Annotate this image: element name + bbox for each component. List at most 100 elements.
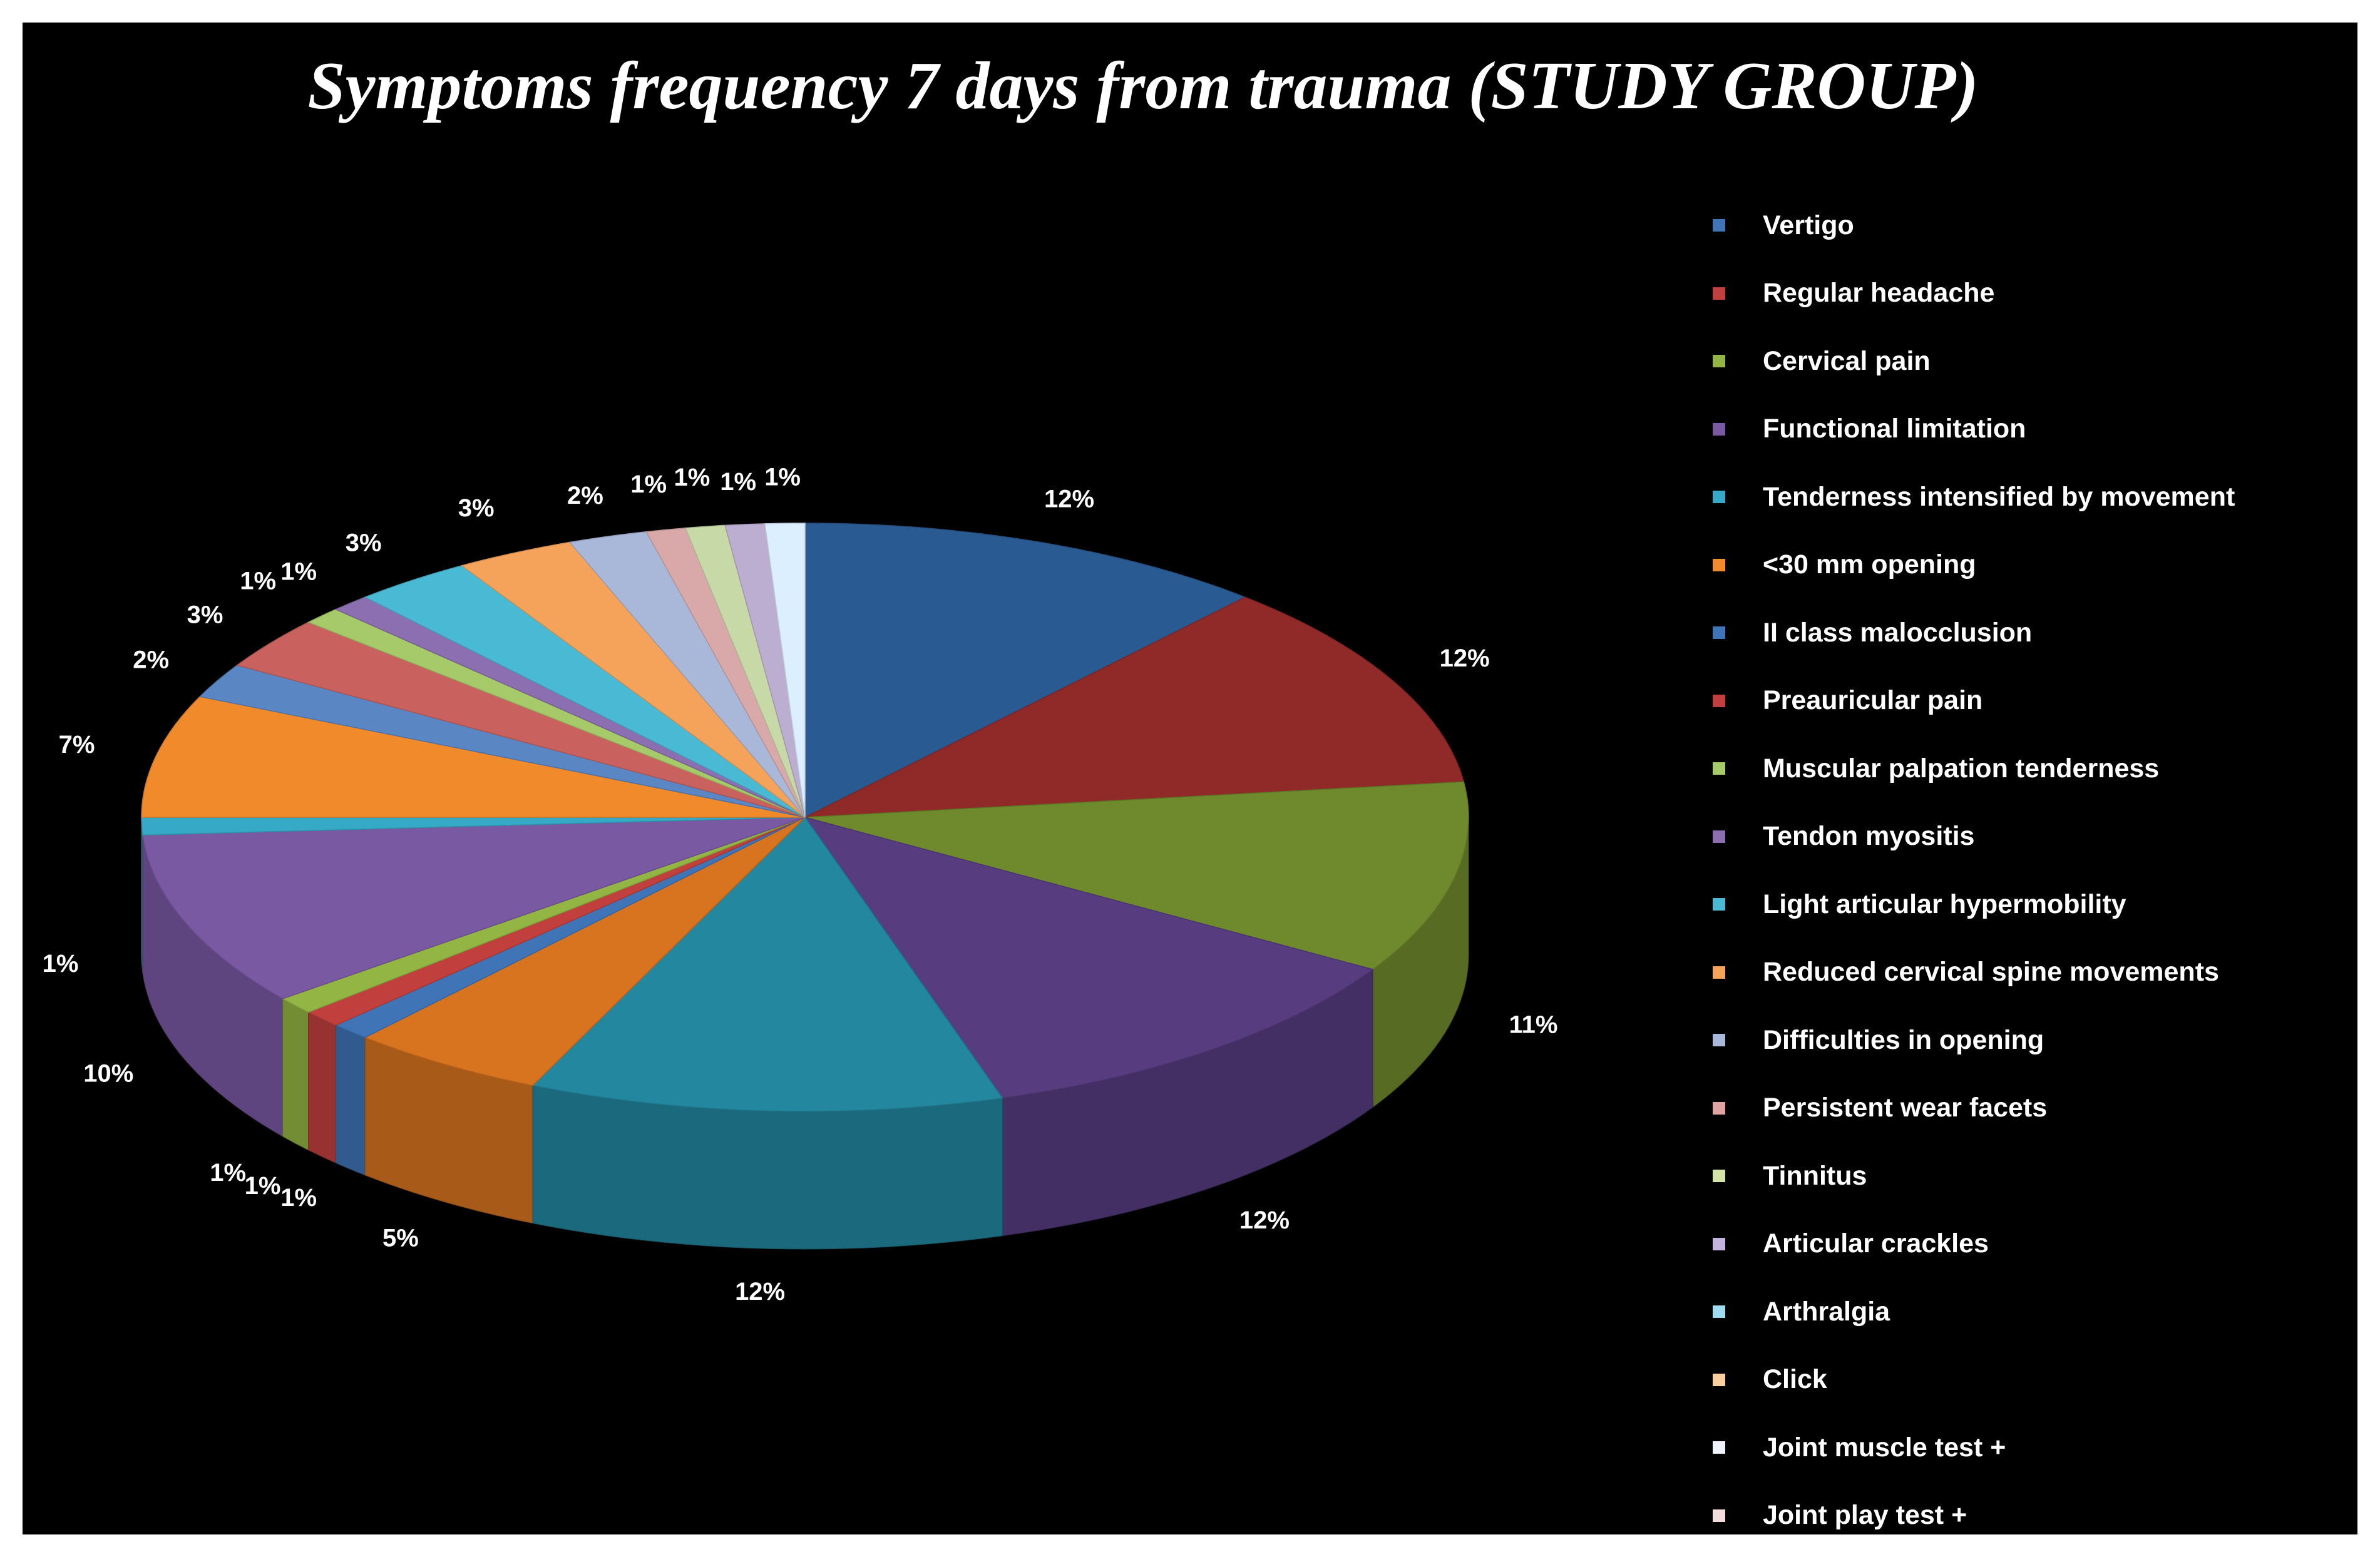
legend-label: Light articular hypermobility [1763, 889, 2126, 919]
pie-label-22: 1% [764, 463, 801, 491]
pie-sides [141, 817, 1469, 1250]
legend-item: Tinnitus [1713, 1142, 2339, 1210]
legend-item: Persistent wear facets [1713, 1075, 2339, 1143]
legend-label: Persistent wear facets [1763, 1093, 2048, 1123]
legend-label: Vertigo [1763, 210, 1854, 240]
pie-side-6 [336, 1024, 366, 1176]
legend-swatch [1713, 1305, 1725, 1319]
legend-label: <30 mm opening [1763, 549, 1976, 580]
pie-label-20: 1% [674, 464, 710, 491]
legend-label: II class malocclusion [1763, 617, 2033, 648]
legend-item: Difficulties in opening [1713, 1006, 2339, 1075]
pie-label-7: 1% [245, 1172, 281, 1200]
legend-item: Joint muscle test + [1713, 1414, 2339, 1482]
pie-label-21: 1% [720, 468, 756, 496]
legend-label: Arthralgia [1763, 1296, 1890, 1327]
legend-item: Click [1713, 1346, 2339, 1414]
legend-label: Joint muscle test + [1763, 1432, 2006, 1463]
legend-swatch [1713, 966, 1725, 979]
legend-item: Regular headache [1713, 260, 2339, 328]
pie-label-12: 2% [133, 646, 169, 673]
chart-panel: Symptoms frequency 7 days from trauma (S… [23, 23, 2357, 1534]
legend-swatch [1713, 491, 1725, 504]
pie-label-14: 1% [240, 568, 276, 595]
legend-label: Reduced cervical spine movements [1763, 957, 2219, 988]
pie-label-8: 1% [210, 1159, 246, 1187]
legend-item: Tendon myositis [1713, 803, 2339, 871]
legend-swatch [1713, 694, 1725, 707]
pie-slice-5 [364, 817, 806, 1086]
legend-swatch [1713, 898, 1725, 911]
legend-swatch [1713, 830, 1725, 843]
legend-label: Tinnitus [1763, 1160, 1867, 1191]
legend: Vertigo Regular headache Cervical pain Func… [1713, 191, 2339, 1549]
legend-label: Click [1763, 1364, 1827, 1395]
pie-label-11: 7% [59, 731, 95, 758]
pie-chart: 12%12%11%12%12%5%1%1%1%10%1%7%2%3%1% 1%3%… [43, 463, 1558, 1305]
pie-tops [141, 523, 1469, 1112]
legend-item: Articular crackles [1713, 1210, 2339, 1279]
legend-label: Tendon myositis [1763, 821, 1975, 852]
legend-item: Light articular hypermobility [1713, 870, 2339, 939]
pie-label-4: 12% [735, 1278, 785, 1305]
legend-label: Regular headache [1763, 278, 1995, 309]
legend-swatch [1713, 558, 1725, 571]
chart-title: Symptoms frequency 7 days from trauma (S… [307, 49, 1979, 123]
legend-label: Functional limitation [1763, 414, 2026, 444]
legend-swatch [1713, 1170, 1725, 1183]
pie-label-15: 1% [280, 558, 317, 585]
pie-slice-9 [142, 817, 806, 999]
legend-item: Functional limitation [1713, 396, 2339, 464]
pie-label-19: 1% [630, 471, 667, 498]
legend-label: Muscular palpation tenderness [1763, 753, 2160, 784]
legend-swatch [1713, 1373, 1725, 1386]
pie-slice-2 [804, 781, 1469, 970]
pie-label-1: 12% [1440, 645, 1490, 672]
pie-slice-4 [531, 816, 1003, 1112]
legend-item: Joint play test + [1713, 1482, 2339, 1550]
pie-labels: 12%12%11%12%12%5%1%1%1%10%1%7%2%3%1% 1%3%… [43, 463, 1558, 1305]
pie-side-8 [282, 998, 309, 1151]
legend-item: Arthralgia [1713, 1278, 2339, 1346]
pie-label-0: 12% [1044, 485, 1094, 513]
legend-label: Joint play test + [1763, 1500, 1967, 1531]
pie-label-13: 3% [187, 601, 223, 629]
pie-label-9: 10% [83, 1060, 133, 1088]
legend-swatch [1713, 626, 1725, 640]
legend-item: Vertigo [1713, 191, 2339, 260]
pie-slice-0 [804, 523, 1246, 819]
pie-label-2: 11% [1509, 1011, 1558, 1038]
legend-item: Cervical pain [1713, 327, 2339, 396]
pie-slice-1 [804, 596, 1465, 818]
legend-item: Preauricular pain [1713, 667, 2339, 735]
legend-label: Preauricular pain [1763, 685, 1983, 716]
pie-label-17: 3% [458, 494, 495, 522]
legend-swatch [1713, 1034, 1725, 1047]
legend-item: <30 mm opening [1713, 531, 2339, 600]
pie-label-6: 1% [280, 1184, 317, 1212]
pie-slice-11 [141, 696, 806, 818]
legend-swatch [1713, 1509, 1725, 1522]
legend-swatch [1713, 1101, 1725, 1115]
pie-slice-22 [764, 523, 806, 818]
legend-item: II class malocclusion [1713, 599, 2339, 667]
pie-label-16: 3% [346, 529, 382, 556]
legend-swatch [1713, 355, 1725, 368]
legend-label: Tenderness intensified by movement [1763, 481, 2235, 512]
pie-label-3: 12% [1239, 1207, 1290, 1234]
legend-label: Difficulties in opening [1763, 1024, 2044, 1055]
pie-slice-3 [804, 816, 1374, 1099]
legend-swatch [1713, 1441, 1725, 1454]
pie-label-10: 1% [43, 950, 79, 978]
legend-swatch [1713, 762, 1725, 775]
legend-swatch [1713, 287, 1725, 300]
pie-label-5: 5% [382, 1224, 419, 1252]
legend-swatch [1713, 1237, 1725, 1250]
legend-swatch [1713, 219, 1725, 232]
legend-swatch [1713, 422, 1725, 436]
legend-item: Reduced cervical spine movements [1713, 939, 2339, 1007]
legend-label: Cervical pain [1763, 345, 1931, 376]
pie-side-7 [308, 1011, 336, 1164]
legend-label: Articular crackles [1763, 1228, 1989, 1259]
legend-item: Tenderness intensified by movement [1713, 463, 2339, 531]
